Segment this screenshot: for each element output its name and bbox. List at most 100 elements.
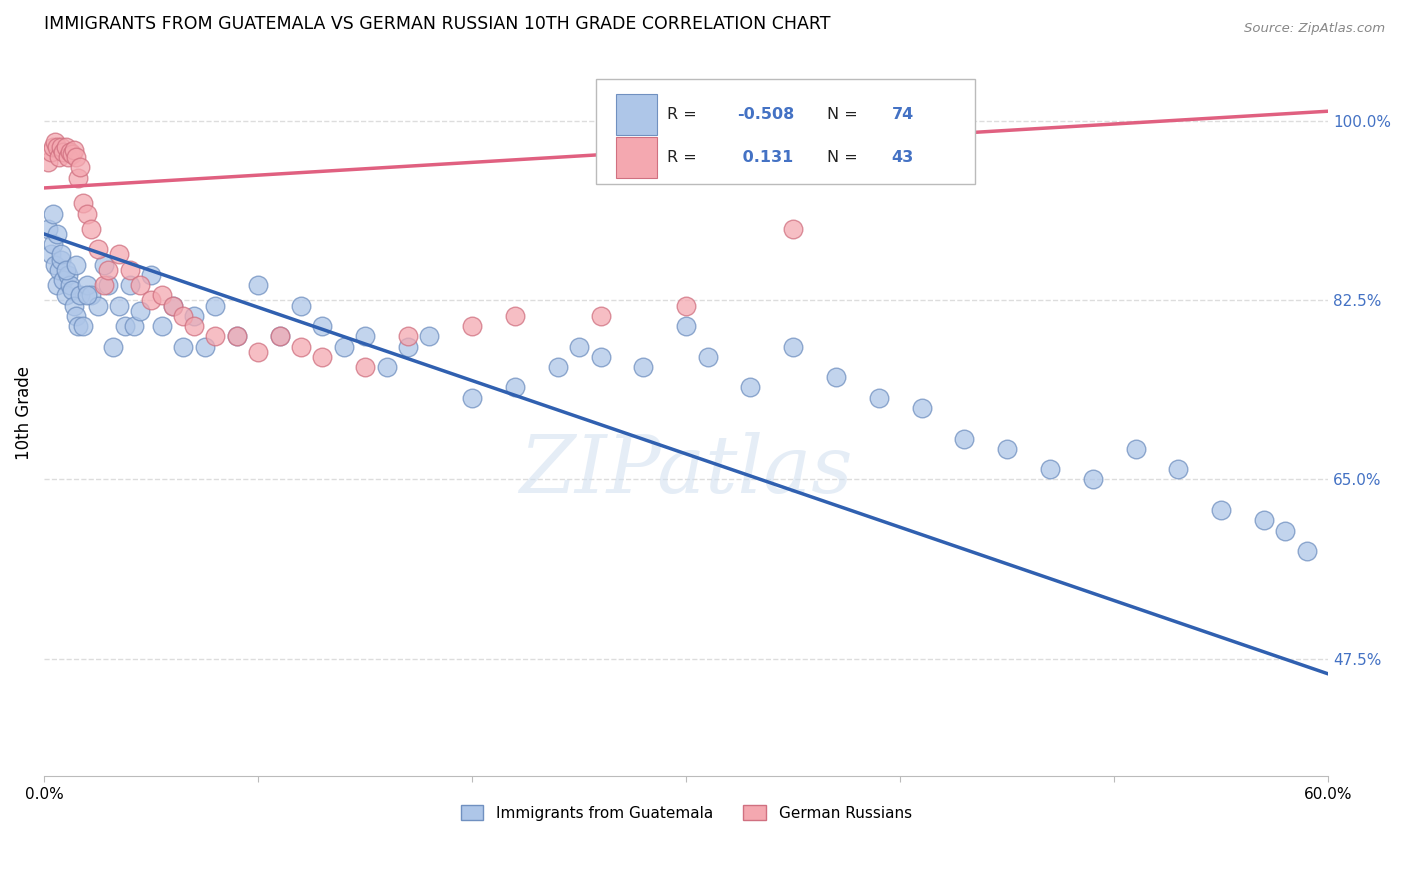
- Point: [868, 391, 890, 405]
- Point: [108, 299, 131, 313]
- Point: [1274, 524, 1296, 538]
- Point: [247, 278, 270, 293]
- Point: [63, 143, 86, 157]
- Point: [69, 288, 91, 302]
- Text: IMMIGRANTS FROM GUATEMALA VS GERMAN RUSSIAN 10TH GRADE CORRELATION CHART: IMMIGRANTS FROM GUATEMALA VS GERMAN RUSS…: [44, 15, 831, 33]
- Text: 74: 74: [891, 107, 914, 122]
- Point: [65, 309, 87, 323]
- Point: [183, 309, 205, 323]
- Point: [204, 329, 226, 343]
- Point: [44, 258, 66, 272]
- Y-axis label: 10th Grade: 10th Grade: [15, 366, 32, 460]
- Point: [41, 206, 63, 220]
- Point: [139, 293, 162, 308]
- Point: [60, 283, 83, 297]
- Point: [122, 319, 145, 334]
- Point: [150, 319, 173, 334]
- Point: [503, 309, 526, 323]
- Point: [37, 155, 59, 169]
- Point: [56, 150, 79, 164]
- Point: [396, 339, 419, 353]
- Point: [118, 278, 141, 293]
- Point: [162, 299, 184, 313]
- Point: [86, 243, 108, 257]
- Point: [568, 339, 591, 353]
- Point: [290, 299, 312, 313]
- Point: [503, 380, 526, 394]
- Point: [41, 237, 63, 252]
- Point: [76, 278, 98, 293]
- Point: [39, 247, 62, 261]
- Point: [225, 329, 247, 343]
- Point: [269, 329, 291, 343]
- Point: [39, 145, 62, 160]
- Point: [1253, 513, 1275, 527]
- FancyBboxPatch shape: [616, 95, 657, 135]
- Point: [150, 288, 173, 302]
- Point: [269, 329, 291, 343]
- Point: [183, 319, 205, 334]
- Point: [825, 370, 848, 384]
- Point: [675, 319, 697, 334]
- Point: [172, 309, 194, 323]
- Text: N =: N =: [827, 107, 863, 122]
- Text: -0.508: -0.508: [738, 107, 794, 122]
- Point: [589, 309, 612, 323]
- Point: [396, 329, 419, 343]
- Point: [51, 252, 73, 267]
- Point: [782, 339, 804, 353]
- Point: [41, 140, 63, 154]
- Point: [56, 268, 79, 282]
- Point: [76, 206, 98, 220]
- Point: [910, 401, 932, 415]
- Point: [55, 140, 77, 154]
- Point: [194, 339, 217, 353]
- Point: [101, 339, 124, 353]
- Point: [76, 288, 98, 302]
- FancyBboxPatch shape: [616, 137, 657, 178]
- Point: [225, 329, 247, 343]
- Point: [311, 350, 333, 364]
- Point: [589, 350, 612, 364]
- Point: [59, 145, 82, 160]
- Point: [67, 319, 90, 334]
- Point: [97, 262, 120, 277]
- Point: [1295, 544, 1317, 558]
- Point: [59, 278, 82, 293]
- Point: [696, 350, 718, 364]
- Point: [129, 303, 152, 318]
- Point: [80, 288, 103, 302]
- Point: [247, 344, 270, 359]
- Text: R =: R =: [666, 150, 702, 165]
- Text: 43: 43: [891, 150, 914, 165]
- Text: N =: N =: [827, 150, 863, 165]
- Point: [52, 145, 75, 160]
- Point: [93, 258, 115, 272]
- Point: [52, 273, 75, 287]
- Point: [44, 135, 66, 149]
- Point: [461, 319, 484, 334]
- Point: [118, 262, 141, 277]
- Point: [354, 359, 377, 374]
- Point: [51, 247, 73, 261]
- Point: [172, 339, 194, 353]
- Point: [60, 147, 83, 161]
- Text: R =: R =: [666, 107, 702, 122]
- Point: [354, 329, 377, 343]
- Point: [46, 278, 69, 293]
- Point: [290, 339, 312, 353]
- Point: [55, 288, 77, 302]
- Point: [740, 380, 762, 394]
- Point: [675, 299, 697, 313]
- Point: [1167, 462, 1189, 476]
- Point: [311, 319, 333, 334]
- Point: [547, 359, 569, 374]
- Point: [1039, 462, 1062, 476]
- Point: [108, 247, 131, 261]
- Point: [162, 299, 184, 313]
- Point: [633, 359, 655, 374]
- Point: [37, 222, 59, 236]
- Point: [51, 140, 73, 154]
- Point: [1211, 503, 1233, 517]
- Text: ZIPatlas: ZIPatlas: [519, 433, 853, 510]
